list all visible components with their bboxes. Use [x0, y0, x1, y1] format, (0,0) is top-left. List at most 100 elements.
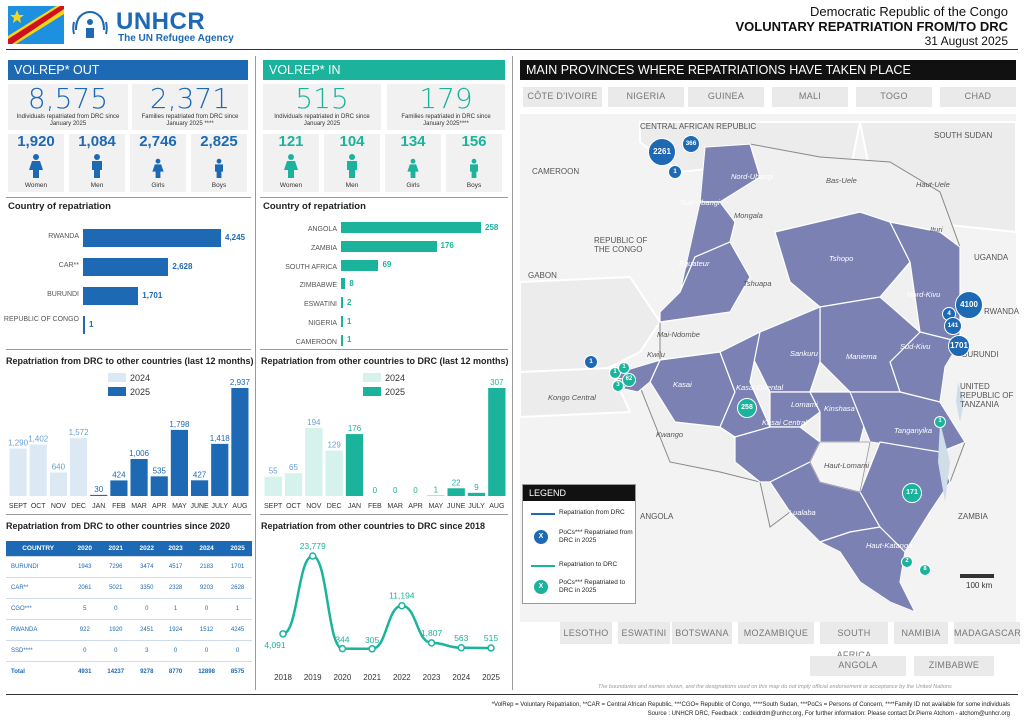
legend-arrow-in-icon — [531, 565, 555, 567]
legend-out-circle-icon: X — [533, 529, 549, 545]
table-cell: 0 — [99, 639, 133, 661]
month-bar — [70, 438, 88, 496]
in-families-box — [387, 84, 505, 130]
table-cell: 2328 — [161, 576, 190, 598]
map-country-box: NAMIBIA — [894, 622, 948, 644]
province-label: Haut-Lomami — [824, 461, 870, 470]
table-cell: 4245 — [223, 618, 252, 640]
month-bar — [49, 472, 67, 496]
women-icon — [282, 154, 300, 178]
map-country-box: MADAGASCAR — [954, 622, 1021, 644]
legend-2025-label: 2025 — [130, 387, 150, 397]
org-subtitle: The UN Refugee Agency — [118, 33, 234, 44]
demographic-value: 134 — [400, 133, 426, 150]
province-label: Bas-Uele — [826, 176, 857, 185]
country-label: REPUBLIC OF CONGO — [3, 316, 79, 323]
month-bar — [170, 429, 188, 496]
province-label: Kasai Oriental — [736, 383, 784, 392]
country-label: NIGERIA — [308, 320, 337, 327]
neighbour-label: BURUNDI — [962, 350, 999, 359]
in-individuals-caption: Individuals repatriated in DRC since Jan… — [274, 114, 370, 127]
trend-value: 344 — [335, 635, 349, 645]
month-value: 307 — [490, 378, 504, 387]
month-bar — [90, 494, 108, 496]
legend-out-line: Repatriation from DRC — [559, 509, 625, 516]
month-value: 1,006 — [129, 449, 150, 458]
table-cell: 8770 — [161, 660, 190, 682]
country-label: SOUTH AFRICA — [285, 263, 337, 271]
repatriation-out-circle: 141 — [944, 317, 962, 335]
table-cell: 0 — [189, 639, 224, 661]
month-value: 0 — [413, 486, 418, 495]
in-families-value: 179 — [419, 82, 473, 115]
map-country-box: GUINEA — [688, 87, 764, 107]
out-country-title: Country of repatriation — [8, 201, 111, 212]
table-header: 2024 — [189, 541, 224, 556]
country-label: CAR** — [58, 262, 79, 269]
table-cell: 1943 — [70, 555, 100, 577]
month-value: 1,572 — [69, 428, 90, 437]
month-label: APR — [152, 503, 166, 510]
table-cell: 9203 — [189, 576, 224, 598]
country-value: 2 — [347, 297, 352, 307]
trend-value: 563 — [454, 633, 468, 643]
legend-in-circle: PoCs*** Repatriated to DRC in 2025 — [559, 579, 626, 594]
repatriation-out-circle: 1 — [668, 165, 682, 179]
trend-point — [279, 630, 287, 638]
month-value: 176 — [348, 424, 362, 433]
month-label: JULY — [468, 503, 485, 510]
country-bar — [341, 316, 343, 327]
legend-2024-swatch — [363, 373, 381, 382]
repatriation-in-circle: 171 — [902, 483, 922, 503]
province-label: Haut-Uele — [916, 180, 950, 189]
country-value: 258 — [485, 222, 499, 232]
country-bar — [83, 316, 85, 334]
month-bar — [305, 427, 323, 496]
month-label: OCT — [31, 503, 47, 510]
out-individuals-value: 8,575 — [27, 82, 109, 115]
month-value: 30 — [94, 485, 103, 494]
map-country-box: NIGERIA — [608, 87, 684, 107]
repatriation-out-circle: 1701 — [948, 335, 970, 357]
year-label: 2020 — [334, 673, 352, 682]
month-label: FEB — [112, 503, 126, 510]
demographic-label: Men — [90, 182, 104, 189]
legend-2024-label: 2024 — [385, 373, 405, 383]
table-cell: 2061 — [70, 576, 100, 598]
scale-label: 100 km — [966, 581, 993, 590]
table-cell: 12898 — [189, 660, 224, 682]
table-cell: 5021 — [99, 576, 133, 598]
table-row: RWANDA 922 1920 2451 1924 1512 4245 — [6, 618, 252, 640]
demographic-label: Girls — [151, 182, 165, 189]
neighbour-label: REPUBLIC OF THE CONGO — [594, 236, 648, 254]
table-cell: SSD**** — [6, 639, 71, 661]
country-bar — [341, 240, 437, 252]
country-label: BURUNDI — [47, 291, 79, 298]
month-value: 1,290 — [8, 439, 29, 448]
month-bar — [211, 443, 229, 496]
month-value: 65 — [289, 463, 298, 472]
footer-divider — [6, 694, 1018, 695]
month-value: 9 — [474, 483, 479, 492]
neighbour-label: SOUTH SUDAN — [934, 131, 993, 140]
divider — [260, 349, 508, 350]
legend-2025-label: 2025 — [385, 387, 405, 397]
table-header: 2021 — [99, 541, 133, 556]
repatriation-in-circle: 2 — [901, 556, 913, 568]
month-bar — [130, 459, 148, 496]
table-header: 2023 — [161, 541, 190, 556]
month-bar — [325, 450, 343, 496]
province-label: Haut-Katanga — [866, 541, 913, 550]
trend-point — [398, 601, 406, 610]
month-value: 0 — [393, 486, 398, 495]
year-label: 2019 — [304, 673, 322, 682]
report-title: VOLUNTARY REPATRIATION FROM/TO DRC — [735, 19, 1008, 34]
legend-title: LEGEND — [523, 485, 635, 501]
month-bar — [447, 488, 465, 496]
year-label: 2025 — [482, 673, 500, 682]
map-disclaimer: The boundaries and names shown, and the … — [598, 684, 952, 690]
month-value: 1 — [434, 486, 439, 495]
in-individuals-box — [263, 84, 381, 130]
month-bar — [264, 476, 282, 496]
unhcr-logo-icon — [68, 6, 112, 46]
